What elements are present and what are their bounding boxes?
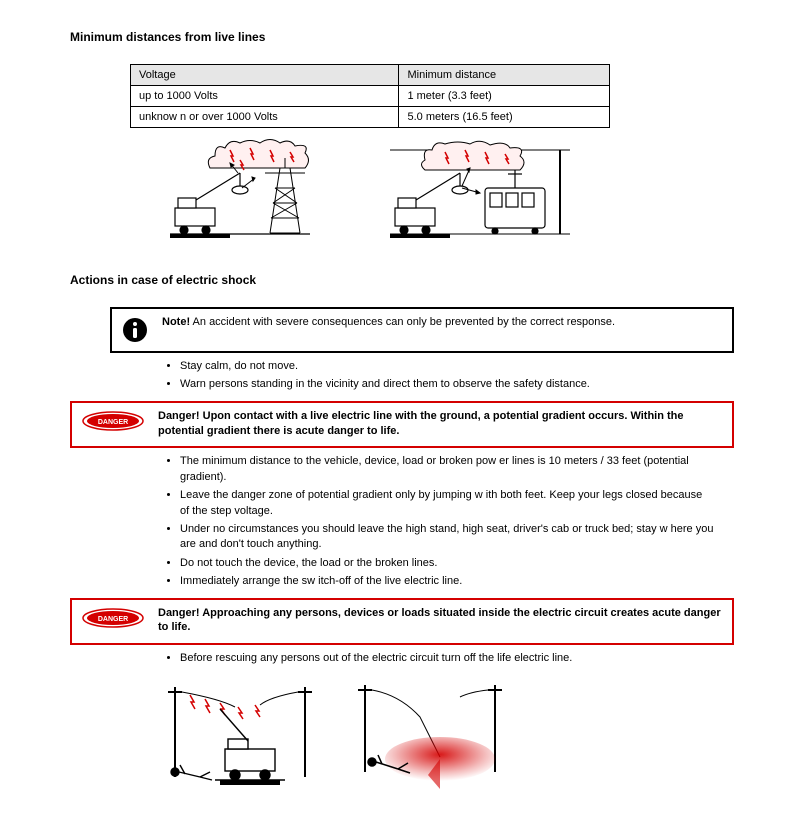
list-item: Stay calm, do not move.	[180, 359, 734, 374]
voltage-table: Voltage Minimum distance up to 1000 Volt…	[130, 64, 610, 128]
table-row: up to 1000 Volts 1 meter (3.3 feet)	[131, 86, 610, 107]
note-text: Note! An accident with severe consequenc…	[162, 315, 615, 330]
note-box: Note! An accident with severe consequenc…	[110, 307, 734, 353]
list-item: Leave the danger zone of potential gradi…	[180, 488, 734, 519]
svg-text:DANGER: DANGER	[98, 419, 128, 426]
list-item: Immediately arrange the sw itch-off of t…	[180, 574, 734, 589]
danger-text: Danger! Approaching any persons, devices…	[158, 606, 722, 636]
table-row: unknow n or over 1000 Volts 5.0 meters (…	[131, 107, 610, 128]
top-diagrams	[170, 138, 734, 248]
section2-title: Actions in case of electric shock	[70, 273, 734, 287]
danger-badge-icon: DANGER	[82, 411, 144, 431]
list-item: Warn persons standing in the vicinity an…	[180, 377, 734, 392]
list-item: Do not touch the device, the load or the…	[180, 556, 734, 571]
diagram-potential-gradient	[350, 677, 510, 792]
bullets-3: Before rescuing any persons out of the e…	[70, 651, 734, 666]
list-item: Under no circumstances you should leave …	[180, 522, 734, 553]
danger-box-2: DANGER Danger! Approaching any persons, …	[70, 598, 734, 646]
table-header: Minimum distance	[399, 65, 610, 86]
danger-text: Danger! Upon contact with a live electri…	[158, 409, 722, 439]
bottom-diagrams	[160, 677, 734, 792]
danger-box-1: DANGER Danger! Upon contact with a live …	[70, 401, 734, 449]
bullets-1: Stay calm, do not move. Warn persons sta…	[70, 359, 734, 393]
info-icon	[122, 317, 148, 343]
diagram-shock-contact	[160, 677, 320, 792]
table-header: Voltage	[131, 65, 399, 86]
list-item: Before rescuing any persons out of the e…	[180, 651, 734, 666]
svg-text:DANGER: DANGER	[98, 616, 128, 623]
diagram-tram	[390, 138, 570, 248]
diagram-pylon	[170, 138, 350, 248]
danger-badge-icon: DANGER	[82, 608, 144, 628]
list-item: The minimum distance to the vehicle, dev…	[180, 454, 734, 485]
bullets-2: The minimum distance to the vehicle, dev…	[70, 454, 734, 589]
section1-title: Minimum distances from live lines	[70, 30, 734, 44]
